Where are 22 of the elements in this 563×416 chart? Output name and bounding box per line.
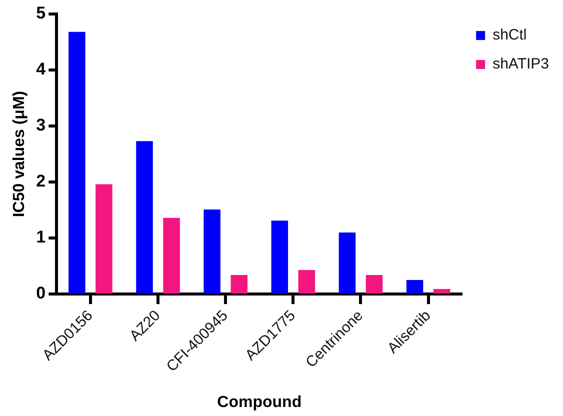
bar xyxy=(433,289,450,294)
bar xyxy=(96,184,112,294)
y-axis-title: IC50 values (μM) xyxy=(11,90,28,218)
bar xyxy=(68,32,86,294)
y-tick-label: 5 xyxy=(36,4,46,23)
bar xyxy=(163,218,180,294)
y-tick-label: 3 xyxy=(36,116,46,135)
bar xyxy=(230,275,248,294)
bar xyxy=(338,232,356,294)
bar xyxy=(366,275,383,294)
y-tick-label: 0 xyxy=(36,284,46,303)
y-tick-label: 2 xyxy=(36,172,46,191)
legend-label: shATIP3 xyxy=(492,56,550,73)
y-tick-label: 4 xyxy=(36,60,46,79)
bar xyxy=(298,270,316,294)
bar xyxy=(204,209,220,294)
legend-label: shCtl xyxy=(492,26,527,44)
bar xyxy=(271,220,288,294)
y-tick-label: 1 xyxy=(36,228,46,247)
x-axis-title: Compound xyxy=(217,394,302,411)
bar xyxy=(406,280,424,294)
bar xyxy=(136,141,153,294)
